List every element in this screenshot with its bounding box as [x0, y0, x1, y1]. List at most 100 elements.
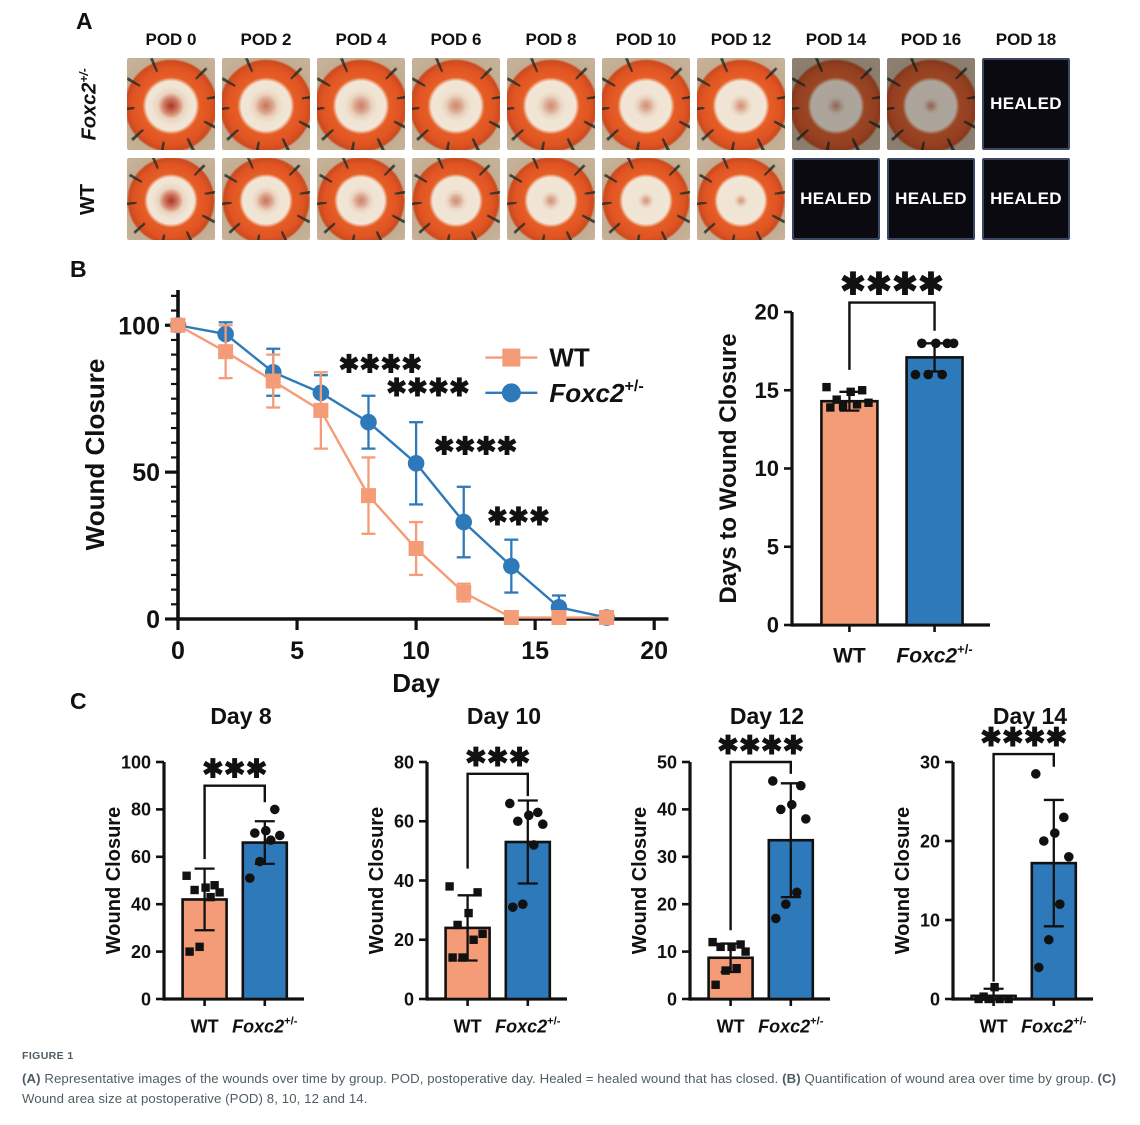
data-point — [1055, 899, 1065, 909]
days-to-closure-bar-chart: 0 5 10 15 20 Days to Wound Closure WT Foxc2+/- ✱… — [715, 267, 990, 667]
data-point — [261, 825, 271, 836]
data-point — [771, 913, 781, 924]
y-tick-label: 50 — [657, 752, 677, 772]
group-label-wt: WT — [191, 1016, 219, 1036]
group-label-foxc2: Foxc2+/- — [758, 1016, 824, 1037]
sig-stars: ✱✱✱✱ — [338, 350, 422, 378]
healed-placeholder: HEALED — [982, 58, 1070, 150]
data-point — [538, 819, 548, 830]
marker-wt — [313, 402, 329, 418]
pod-label: POD 18 — [995, 30, 1057, 49]
data-point — [533, 807, 543, 818]
y-tick-label: 100 — [121, 752, 151, 772]
chart-title: Day 12 — [730, 703, 804, 729]
data-point — [822, 382, 831, 392]
wound-photo — [412, 58, 500, 150]
sig-stars: ✱✱✱✱ — [840, 267, 944, 302]
series-line-wt — [177, 324, 607, 619]
panel-c-label: C — [70, 688, 87, 714]
legend-marker-wt — [502, 348, 521, 367]
sig-stars: ✱✱✱✱ — [386, 374, 470, 402]
data-point — [1031, 769, 1041, 779]
data-point — [931, 338, 941, 349]
pod-label: POD 4 — [335, 30, 387, 49]
y-tick-label: 10 — [657, 942, 677, 962]
data-point — [464, 908, 473, 918]
data-point — [1039, 836, 1049, 846]
caption-segment: (A) — [22, 1071, 41, 1086]
data-point — [182, 871, 191, 880]
data-point — [990, 982, 999, 992]
data-point — [245, 873, 255, 883]
y-tick-label: 100 — [118, 312, 160, 340]
healed-placeholder: HEALED — [887, 158, 975, 240]
series-line-foxc2 — [177, 324, 607, 619]
y-tick-label: 0 — [404, 989, 414, 1009]
data-point — [529, 840, 539, 850]
x-tick-label: 10 — [402, 637, 430, 665]
sig-bracket — [729, 760, 792, 931]
x-tick-label: 0 — [171, 637, 185, 665]
day10-bar-chart: Day 10 0 20 40 60 80 Wound Closure WT Foxc2+/- ✱✱… — [366, 703, 567, 1036]
wound-photo — [602, 58, 690, 150]
data-point — [445, 882, 454, 891]
pod-label: POD 0 — [145, 30, 197, 49]
data-point — [857, 386, 867, 395]
data-point — [473, 888, 482, 897]
panel-b-label: B — [70, 256, 87, 282]
wound-photo — [127, 158, 215, 240]
data-point — [201, 883, 210, 892]
healed-text: HEALED — [895, 189, 967, 208]
chart-title: Day 8 — [210, 703, 272, 729]
data-point — [1050, 828, 1060, 838]
data-point — [736, 940, 745, 949]
data-point — [215, 888, 224, 897]
figure-caption-label: FIGURE 1 — [22, 1050, 74, 1062]
y-tick-label: 20 — [657, 895, 677, 915]
data-point — [518, 899, 528, 909]
data-point — [250, 828, 260, 838]
marker-wt — [456, 585, 472, 601]
data-point — [768, 776, 778, 786]
marker-wt — [408, 541, 424, 556]
y-axis-label: Days to Wound Closure — [715, 333, 742, 603]
healed-text: HEALED — [990, 189, 1062, 208]
data-point — [255, 856, 265, 867]
row-label-text: WT — [77, 183, 100, 215]
marker-wt — [503, 610, 519, 626]
data-point — [210, 881, 219, 890]
wound-photo — [507, 158, 595, 240]
sig-stars: ✱✱✱✱ — [980, 722, 1067, 752]
marker-foxc2 — [455, 513, 473, 531]
y-axis-label: Wound Closure — [366, 807, 388, 954]
marker-wt — [360, 488, 376, 504]
data-point — [1044, 934, 1054, 945]
data-point — [1034, 962, 1044, 973]
marker-foxc2 — [360, 413, 377, 431]
x-tick-label: 20 — [640, 637, 668, 665]
y-tick-label: 0 — [930, 989, 940, 1009]
y-tick-label: 20 — [131, 942, 151, 962]
data-point — [711, 980, 720, 989]
pod-label: POD 16 — [900, 30, 962, 49]
data-point — [864, 398, 873, 407]
group-label-wt: WT — [980, 1016, 1008, 1036]
data-point — [995, 994, 1004, 1004]
data-point — [195, 942, 204, 952]
data-point — [1059, 812, 1069, 823]
healed-text: HEALED — [800, 189, 872, 208]
sig-stars: ✱✱✱ — [487, 503, 550, 531]
data-point — [974, 994, 983, 1004]
wound-photo — [507, 58, 595, 150]
y-tick-label: 40 — [131, 895, 151, 915]
marker-wt — [170, 317, 186, 333]
data-point — [776, 804, 786, 815]
sig-stars: ✱✱✱ — [202, 754, 267, 784]
y-tick-label: 10 — [920, 910, 940, 930]
day12-bar-chart: Day 12 0 10 20 30 40 50 Wound Closure WT Foxc2+/-… — [629, 703, 830, 1037]
row-label-foxc2: Foxc2+/- — [58, 58, 120, 150]
caption-segment: (C) — [1097, 1071, 1117, 1086]
marker-foxc2 — [503, 557, 520, 575]
wound-photo — [697, 58, 785, 150]
